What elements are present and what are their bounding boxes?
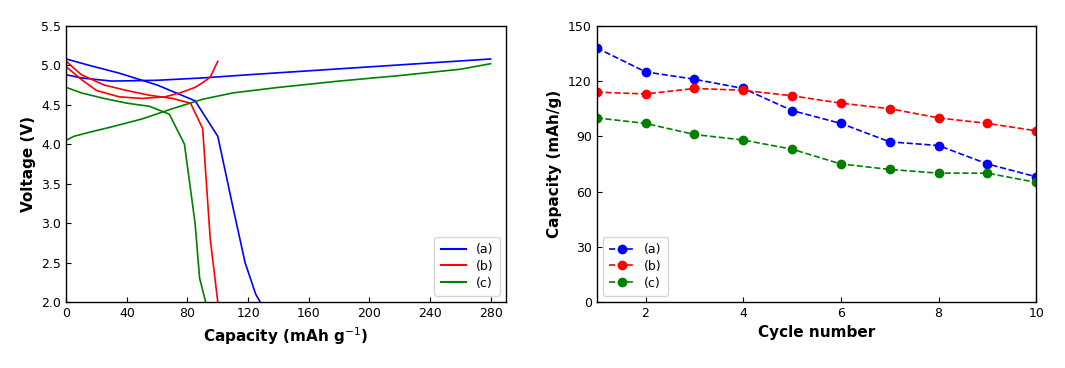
(c) [932, 171, 945, 176]
(a) [786, 108, 799, 113]
(b) [932, 116, 945, 120]
(a) [932, 143, 945, 148]
(b) [688, 86, 701, 91]
(a) [883, 139, 896, 144]
(a) [639, 70, 652, 74]
(b) [737, 88, 750, 92]
(c) [786, 147, 799, 151]
X-axis label: Capacity (mAh g$^{-1}$): Capacity (mAh g$^{-1}$) [203, 325, 368, 347]
(c) [981, 171, 994, 176]
(a) [688, 77, 701, 81]
Line: (c): (c) [592, 114, 1041, 187]
(c) [883, 167, 896, 172]
(b) [981, 121, 994, 125]
(a) [981, 162, 994, 166]
Y-axis label: Capacity (mAh/g): Capacity (mAh/g) [547, 90, 562, 238]
(c) [688, 132, 701, 137]
(a) [737, 86, 750, 91]
Legend: (a), (b), (c): (a), (b), (c) [435, 237, 499, 296]
(b) [835, 101, 848, 105]
Line: (b): (b) [592, 84, 1041, 135]
(a) [590, 46, 603, 50]
(b) [590, 90, 603, 94]
(b) [786, 93, 799, 98]
(c) [737, 138, 750, 142]
(c) [639, 121, 652, 125]
(b) [883, 106, 896, 111]
(c) [590, 116, 603, 120]
(b) [639, 92, 652, 96]
Legend: (a), (b), (c): (a), (b), (c) [603, 237, 668, 296]
X-axis label: Cycle number: Cycle number [758, 325, 875, 340]
(b) [1030, 128, 1043, 133]
(c) [1030, 180, 1043, 185]
(a) [1030, 175, 1043, 179]
(a) [835, 121, 848, 125]
(c) [835, 162, 848, 166]
Line: (a): (a) [592, 44, 1041, 181]
Y-axis label: Voltage (V): Voltage (V) [21, 116, 36, 212]
